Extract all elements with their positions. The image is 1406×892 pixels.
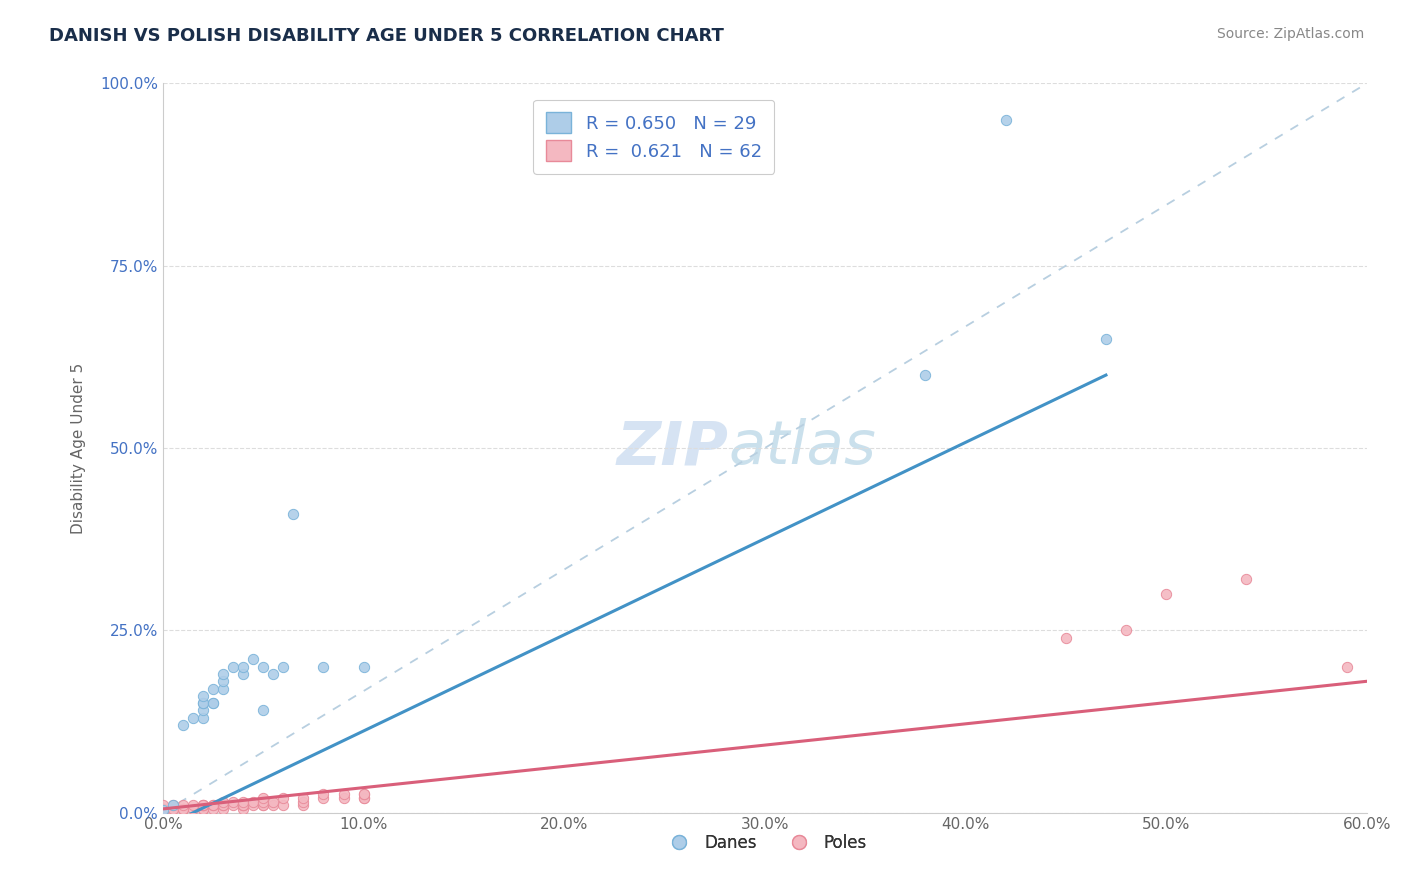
Point — [353, 787, 375, 801]
Point — [152, 802, 174, 816]
Point — [1054, 631, 1077, 645]
Point — [172, 802, 194, 816]
Point — [283, 507, 305, 521]
Point — [212, 798, 235, 813]
Point — [232, 667, 254, 681]
Point — [152, 802, 174, 816]
Point — [242, 798, 264, 813]
Point — [252, 703, 274, 717]
Point — [1095, 332, 1118, 346]
Point — [212, 798, 235, 813]
Point — [202, 696, 225, 710]
Point — [181, 711, 204, 725]
Point — [222, 659, 245, 673]
Point — [172, 802, 194, 816]
Point — [353, 791, 375, 805]
Point — [191, 798, 214, 813]
Point — [191, 689, 214, 703]
Text: atlas: atlas — [728, 418, 876, 477]
Point — [152, 798, 174, 813]
Point — [914, 368, 936, 382]
Point — [212, 795, 235, 809]
Point — [252, 798, 274, 813]
Point — [292, 791, 315, 805]
Point — [273, 659, 295, 673]
Point — [312, 791, 335, 805]
Point — [172, 802, 194, 816]
Point — [252, 798, 274, 813]
Point — [292, 795, 315, 809]
Point — [212, 667, 235, 681]
Point — [212, 681, 235, 696]
Y-axis label: Disability Age Under 5: Disability Age Under 5 — [72, 362, 86, 533]
Point — [202, 696, 225, 710]
Point — [162, 798, 184, 813]
Point — [332, 787, 354, 801]
Point — [212, 802, 235, 816]
Point — [222, 795, 245, 809]
Point — [152, 802, 174, 816]
Point — [202, 798, 225, 813]
Point — [353, 787, 375, 801]
Point — [232, 798, 254, 813]
Point — [172, 802, 194, 816]
Point — [1234, 572, 1257, 586]
Point — [191, 802, 214, 816]
Point — [242, 795, 264, 809]
Point — [353, 791, 375, 805]
Point — [212, 674, 235, 689]
Point — [191, 711, 214, 725]
Point — [332, 791, 354, 805]
Point — [273, 791, 295, 805]
Point — [353, 659, 375, 673]
Point — [181, 802, 204, 816]
Point — [252, 659, 274, 673]
Point — [292, 798, 315, 813]
Point — [232, 798, 254, 813]
Point — [162, 798, 184, 813]
Point — [262, 795, 284, 809]
Point — [262, 798, 284, 813]
Point — [191, 802, 214, 816]
Point — [1154, 587, 1177, 601]
Point — [232, 659, 254, 673]
Point — [202, 802, 225, 816]
Point — [191, 703, 214, 717]
Point — [191, 696, 214, 710]
Point — [252, 791, 274, 805]
Point — [172, 718, 194, 732]
Point — [202, 798, 225, 813]
Point — [152, 803, 174, 817]
Point — [312, 787, 335, 801]
Point — [191, 696, 214, 710]
Point — [152, 805, 174, 820]
Point — [152, 802, 174, 816]
Text: Source: ZipAtlas.com: Source: ZipAtlas.com — [1216, 27, 1364, 41]
Text: ZIP: ZIP — [617, 418, 728, 477]
Point — [232, 798, 254, 813]
Point — [994, 112, 1017, 127]
Point — [273, 798, 295, 813]
Point — [222, 798, 245, 813]
Point — [172, 798, 194, 813]
Point — [162, 802, 184, 816]
Point — [191, 798, 214, 813]
Point — [1336, 659, 1358, 673]
Point — [191, 798, 214, 813]
Point — [262, 667, 284, 681]
Point — [232, 802, 254, 816]
Legend: Danes, Poles: Danes, Poles — [657, 828, 873, 859]
Text: DANISH VS POLISH DISABILITY AGE UNDER 5 CORRELATION CHART: DANISH VS POLISH DISABILITY AGE UNDER 5 … — [49, 27, 724, 45]
Point — [312, 659, 335, 673]
Point — [232, 795, 254, 809]
Point — [242, 652, 264, 666]
Point — [202, 681, 225, 696]
Point — [162, 802, 184, 816]
Point — [252, 795, 274, 809]
Point — [1115, 624, 1137, 638]
Point — [191, 802, 214, 816]
Point — [181, 798, 204, 813]
